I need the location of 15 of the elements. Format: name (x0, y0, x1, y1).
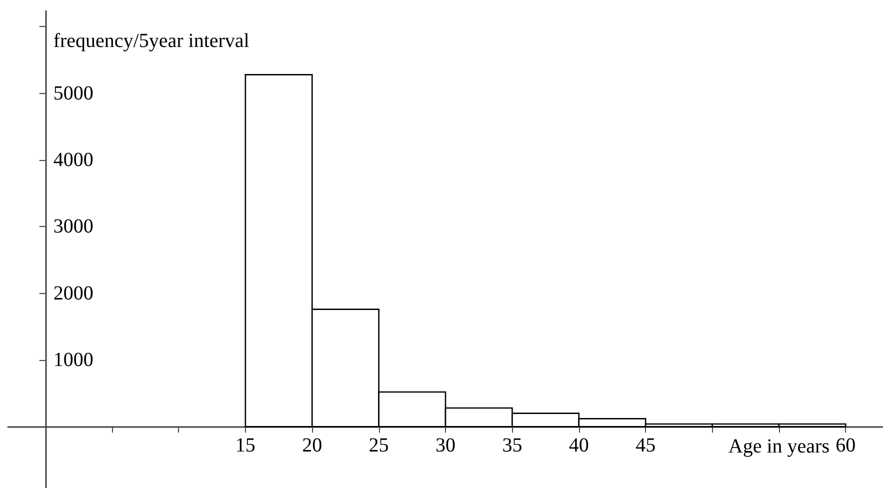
x-tick-label: 20 (302, 434, 322, 456)
x-tick-label: 40 (568, 434, 589, 456)
y-tick-label: 4000 (53, 149, 94, 171)
x-tick-label: 25 (368, 434, 389, 456)
x-tick-label: 45 (636, 434, 656, 456)
x-tick-label: 35 (502, 434, 522, 456)
y-tick-label: 2000 (53, 282, 94, 304)
y-tick-label: 1000 (53, 349, 94, 371)
x-axis-title: Age in years (728, 435, 830, 458)
y-axis-title: frequency/5year interval (53, 30, 250, 52)
x-tick-label: 15 (235, 434, 256, 456)
x-tick-label: 30 (436, 434, 456, 456)
x-tick-label: 60 (836, 434, 856, 456)
y-tick-label: 5000 (53, 82, 94, 104)
y-tick-label: 3000 (53, 216, 94, 238)
